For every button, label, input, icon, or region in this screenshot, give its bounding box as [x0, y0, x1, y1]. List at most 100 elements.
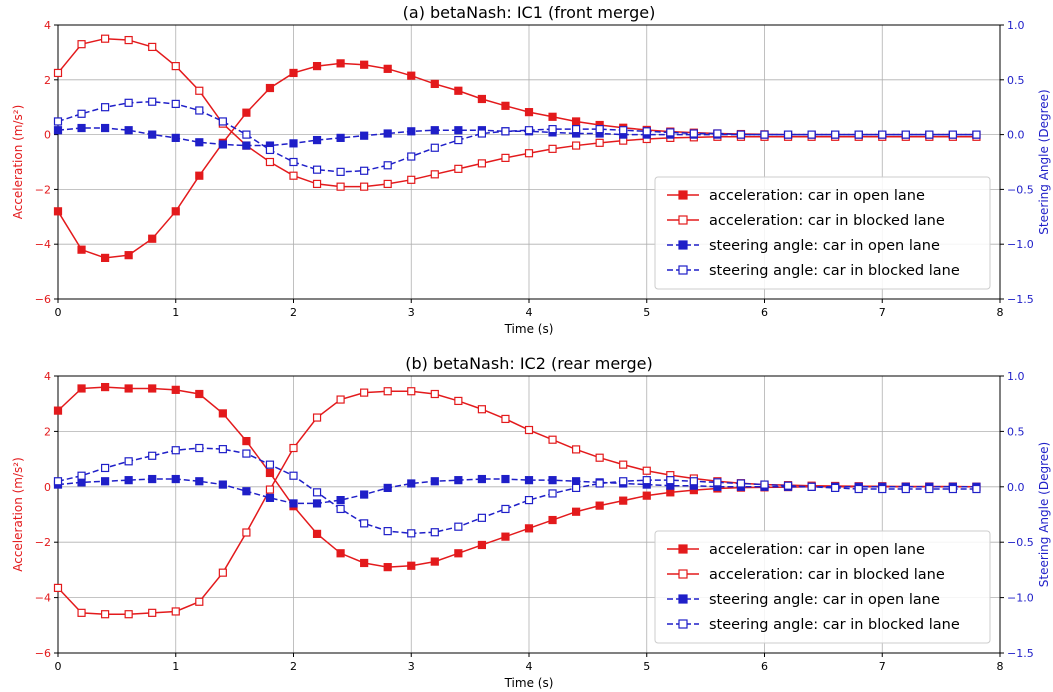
data-point [360, 60, 369, 69]
data-point [124, 35, 133, 45]
data-point [312, 488, 322, 497]
data-point [242, 487, 251, 496]
data-point [171, 607, 180, 616]
data-point [642, 466, 651, 475]
data-point [124, 610, 133, 619]
data-point [195, 389, 204, 399]
x-tick-label: 3 [408, 660, 415, 673]
data-point [195, 443, 204, 453]
data-point [360, 388, 369, 397]
legend-swatch-marker [678, 594, 688, 604]
data-point [148, 97, 157, 106]
data-point [242, 449, 251, 458]
data-point [383, 387, 392, 396]
y-right-tick-label: 0.5 [1007, 425, 1025, 438]
y-left-tick-label: 2 [44, 74, 51, 87]
legend-label: steering angle: car in open lane [709, 238, 940, 254]
data-point [148, 474, 157, 484]
data-point [77, 608, 86, 617]
data-point [642, 127, 651, 136]
x-tick-label: 8 [997, 660, 1004, 673]
data-point [807, 130, 816, 139]
legend-swatch-marker [678, 240, 688, 250]
data-point [336, 182, 345, 191]
data-point [430, 557, 439, 566]
data-point [477, 474, 486, 484]
data-point [619, 496, 628, 505]
data-point [595, 479, 604, 488]
data-point [336, 133, 345, 142]
series-2 [53, 474, 981, 508]
data-point [265, 460, 275, 469]
data-point [242, 528, 251, 537]
legend-label: acceleration: car in open lane [709, 188, 925, 204]
data-point [148, 451, 157, 460]
data-point [501, 414, 510, 424]
data-point [595, 453, 604, 462]
data-point [265, 83, 275, 93]
data-point [407, 71, 416, 80]
data-point [218, 409, 227, 418]
data-point [501, 153, 510, 162]
legend-label: acceleration: car in blocked lane [709, 567, 945, 583]
data-point [312, 61, 322, 71]
data-point [783, 130, 793, 139]
data-point [77, 109, 86, 118]
data-point [901, 484, 910, 494]
data-point [77, 245, 86, 254]
data-point [925, 484, 934, 494]
data-point [53, 207, 63, 216]
series-1 [53, 34, 981, 191]
data-point [77, 384, 86, 393]
data-point [619, 126, 628, 135]
data-point [454, 476, 463, 485]
data-point [218, 480, 227, 489]
y-right-tick-label: −1.5 [1007, 293, 1034, 306]
data-point [571, 477, 581, 486]
data-point [336, 495, 345, 505]
legend-swatch-marker [678, 215, 688, 225]
data-point [124, 457, 133, 466]
data-point [948, 484, 958, 494]
data-point [195, 106, 204, 115]
data-point [77, 478, 86, 487]
data-point [430, 389, 439, 399]
data-point [477, 94, 486, 104]
x-tick-label: 7 [879, 306, 886, 319]
legend-label: acceleration: car in open lane [709, 542, 925, 558]
data-point [524, 495, 534, 505]
data-point [195, 171, 204, 180]
data-point [124, 384, 133, 393]
data-point [454, 164, 463, 173]
y-right-tick-label: 0.0 [1007, 129, 1025, 142]
data-point [100, 463, 110, 473]
data-point [666, 128, 675, 137]
data-point [854, 130, 863, 139]
data-point [289, 68, 298, 78]
data-point [100, 103, 110, 112]
y-left-tick-label: −4 [35, 238, 51, 251]
data-point [501, 474, 510, 484]
x-tick-label: 0 [55, 306, 62, 319]
data-point [53, 583, 63, 593]
data-point [383, 129, 392, 138]
data-point [77, 123, 86, 133]
data-point [407, 479, 416, 488]
x-tick-label: 6 [761, 306, 768, 319]
legend-swatch-marker [678, 265, 688, 275]
data-point [360, 519, 369, 528]
series-line [57, 478, 977, 505]
data-point [736, 479, 746, 488]
legend-item: steering angle: car in open lane [667, 238, 940, 254]
data-point [100, 123, 110, 133]
data-point [53, 406, 63, 415]
x-tick-label: 7 [879, 660, 886, 673]
data-point [100, 610, 110, 619]
data-point [124, 98, 133, 107]
data-point [430, 143, 439, 152]
legend-label: steering angle: car in open lane [709, 592, 940, 608]
data-point [972, 130, 981, 139]
data-point [642, 491, 651, 500]
y-right-tick-label: 1.0 [1007, 370, 1025, 383]
